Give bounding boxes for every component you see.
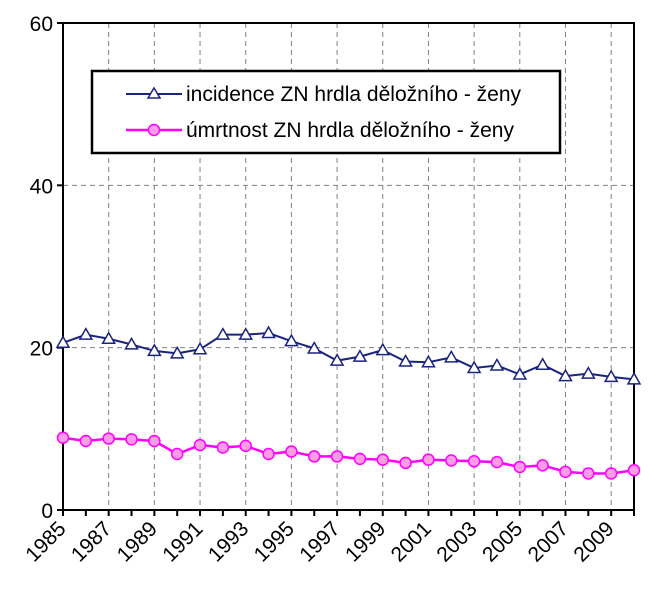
x-tick-label: 1991	[158, 517, 207, 566]
data-point-triangle	[124, 336, 139, 350]
data-point-circle	[604, 467, 618, 480]
x-tick-label: 2005	[478, 517, 527, 566]
y-axis: 0 20 40 60	[30, 13, 63, 523]
x-tick-label: 1997	[295, 517, 344, 566]
data-point-circle	[125, 433, 138, 446]
data-point-triangle	[443, 349, 459, 363]
data-point-triangle	[238, 327, 254, 340]
data-point-triangle	[284, 333, 299, 347]
data-point-triangle	[261, 325, 276, 339]
data-point-triangle	[421, 354, 436, 368]
data-point-circle	[376, 453, 390, 466]
data-point-triangle	[169, 345, 185, 359]
x-tick-label: 2007	[524, 517, 573, 566]
data-point-triangle	[512, 366, 528, 380]
x-axis: 1985198719891991199319951997199920012003…	[21, 510, 635, 567]
series-incidence	[55, 325, 642, 385]
data-point-circle	[445, 454, 458, 467]
legend: incidence ZN hrdla děložního - ženy úmrt…	[90, 69, 562, 155]
series-layer	[55, 325, 642, 480]
data-point-triangle	[147, 343, 162, 357]
data-point-triangle	[101, 331, 116, 344]
data-point-circle	[627, 463, 641, 477]
y-tick-label: 40	[30, 175, 53, 198]
data-point-triangle	[329, 353, 345, 366]
x-tick-label: 2003	[432, 517, 481, 566]
x-tick-label: 1985	[21, 517, 70, 566]
data-point-triangle	[215, 327, 231, 340]
legend-entry-incidence: incidence ZN hrdla děložního - ženy	[126, 83, 522, 106]
legend-label-incidence: incidence ZN hrdla děložního - ženy	[186, 83, 522, 106]
data-point-circle	[148, 434, 161, 448]
data-point-circle	[353, 452, 367, 466]
data-point-circle	[307, 450, 321, 463]
legend-marker-circle-icon	[147, 123, 161, 137]
data-point-circle	[330, 450, 344, 463]
x-tick-label: 1989	[113, 517, 162, 566]
data-point-triangle	[398, 353, 413, 367]
series-umrtnost	[56, 431, 641, 480]
data-point-triangle	[192, 341, 208, 355]
legend-entry-umrtnost: úmrtnost ZN hrdla děložního - ženy	[126, 119, 514, 142]
series-line	[62, 332, 635, 381]
data-point-triangle	[352, 349, 368, 362]
data-point-circle	[559, 465, 572, 479]
x-tick-label: 1995	[250, 517, 299, 566]
data-point-circle	[79, 434, 93, 448]
data-point-circle	[467, 455, 481, 468]
plot-area-frame	[62, 22, 635, 511]
y-tick-label: 20	[30, 338, 53, 361]
data-point-circle	[582, 467, 595, 480]
legend-box	[90, 69, 562, 155]
legend-label-umrtnost: úmrtnost ZN hrdla děložního - ženy	[186, 119, 514, 142]
data-point-triangle	[603, 369, 619, 383]
data-point-circle	[490, 455, 504, 469]
x-tick-label: 1987	[67, 517, 116, 566]
data-point-circle	[262, 447, 275, 461]
data-point-triangle	[581, 366, 596, 379]
y-tick-label: 0	[41, 500, 53, 523]
data-point-circle	[536, 459, 549, 472]
data-point-triangle	[558, 368, 573, 382]
data-point-triangle	[78, 327, 94, 340]
data-point-circle	[216, 441, 230, 454]
legend-marker-triangle-icon	[146, 86, 162, 99]
data-point-circle	[56, 431, 70, 445]
data-point-triangle	[375, 342, 391, 356]
data-point-circle	[102, 432, 115, 445]
x-tick-label: 2009	[569, 517, 618, 566]
data-point-circle	[285, 445, 298, 458]
data-point-circle	[170, 447, 184, 461]
y-tick-label: 60	[30, 13, 53, 36]
data-point-triangle	[489, 358, 505, 371]
data-point-circle	[422, 453, 435, 466]
data-point-triangle	[535, 357, 550, 370]
data-point-circle	[193, 438, 207, 452]
data-point-triangle	[626, 371, 642, 385]
data-point-circle	[513, 460, 527, 474]
x-tick-label: 1999	[341, 517, 390, 566]
data-point-triangle	[466, 360, 482, 374]
data-point-circle	[239, 439, 252, 453]
x-tick-label: 2001	[387, 517, 436, 566]
data-point-triangle	[306, 340, 322, 354]
x-tick-label: 1993	[204, 517, 253, 566]
data-point-circle	[399, 456, 412, 470]
data-point-triangle	[55, 335, 71, 349]
